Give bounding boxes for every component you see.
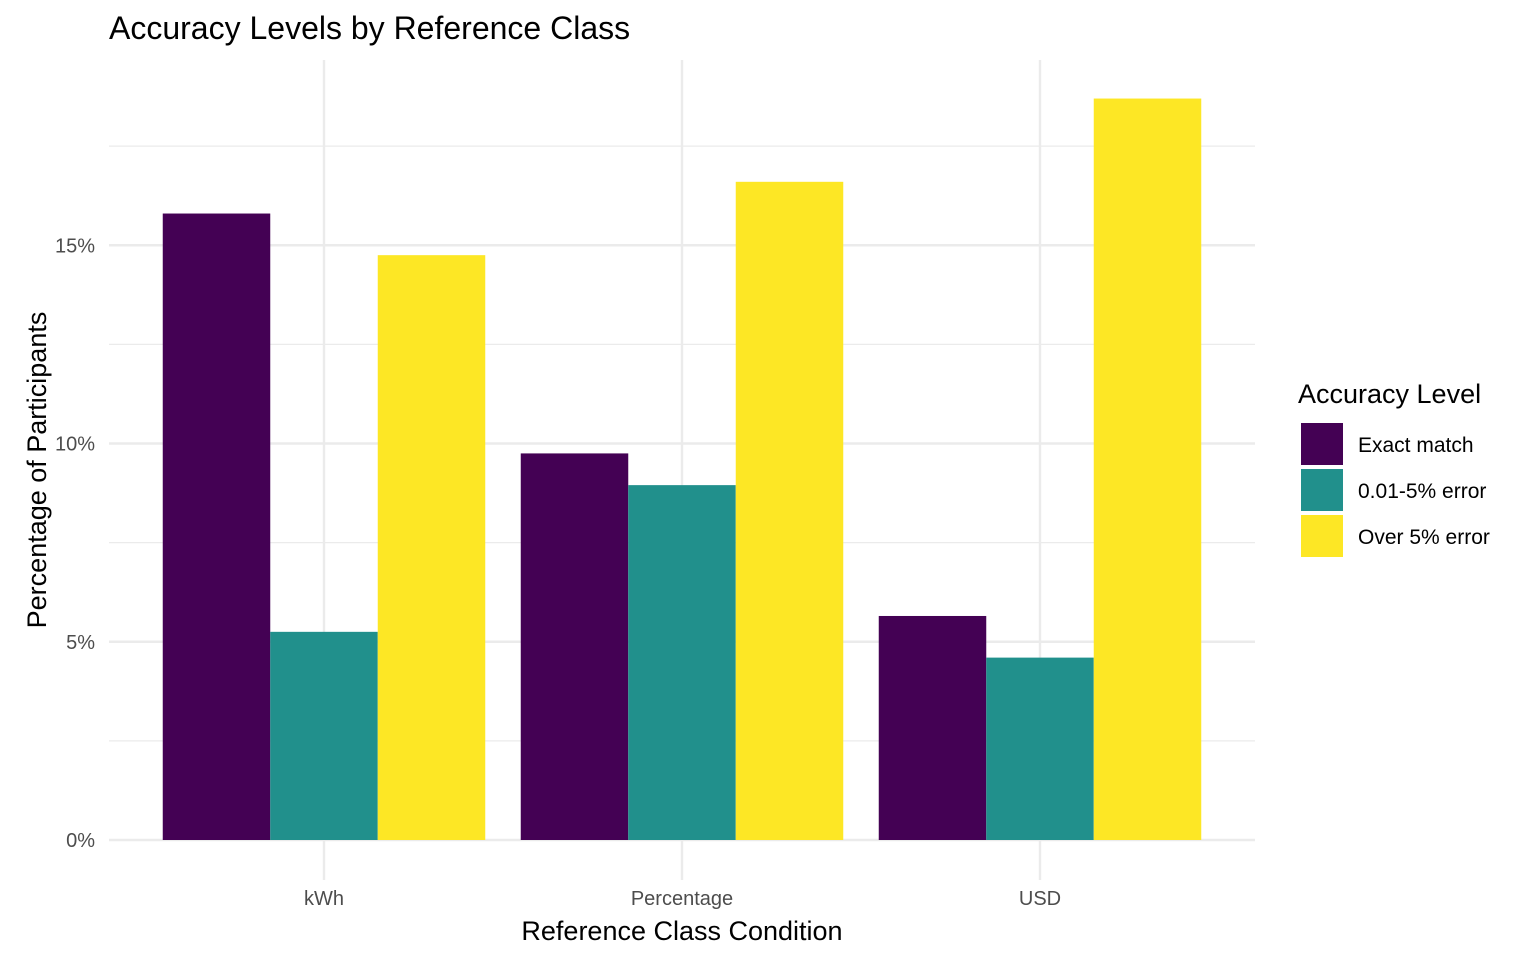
legend-swatch (1301, 515, 1343, 557)
legend-label: Over 5% error (1358, 526, 1490, 549)
legend: Accuracy Level Exact match 0.01-5% error O… (1298, 379, 1490, 557)
y-tick-label: 10% (55, 434, 95, 456)
y-axis-title: Percentage of Participants (22, 312, 52, 629)
bar (1093, 98, 1202, 841)
legend-label: Exact match (1358, 434, 1474, 457)
bar (377, 255, 486, 841)
legend-swatch (1301, 469, 1343, 511)
y-tick-label: 15% (55, 235, 95, 257)
y-axis-ticks: 0% 5% 10% 15% (55, 235, 95, 852)
legend-label: 0.01-5% error (1358, 480, 1486, 503)
x-tick-label: USD (1019, 888, 1061, 910)
y-tick-label: 0% (66, 830, 95, 852)
bars (162, 98, 1202, 841)
bar (270, 631, 378, 840)
bar (735, 181, 844, 840)
bar (986, 657, 1094, 840)
x-axis-title: Reference Class Condition (521, 916, 842, 946)
bar (628, 485, 736, 840)
bar (520, 453, 629, 840)
bar (878, 615, 987, 840)
legend-swatch (1301, 423, 1343, 465)
x-axis-ticks: kWh Percentage USD (304, 888, 1061, 910)
bar (162, 213, 271, 840)
x-tick-label: Percentage (631, 888, 733, 910)
y-tick-label: 5% (66, 632, 95, 654)
legend-title: Accuracy Level (1298, 379, 1481, 409)
x-tick-label: kWh (304, 888, 344, 910)
chart-title: Accuracy Levels by Reference Class (109, 10, 630, 46)
